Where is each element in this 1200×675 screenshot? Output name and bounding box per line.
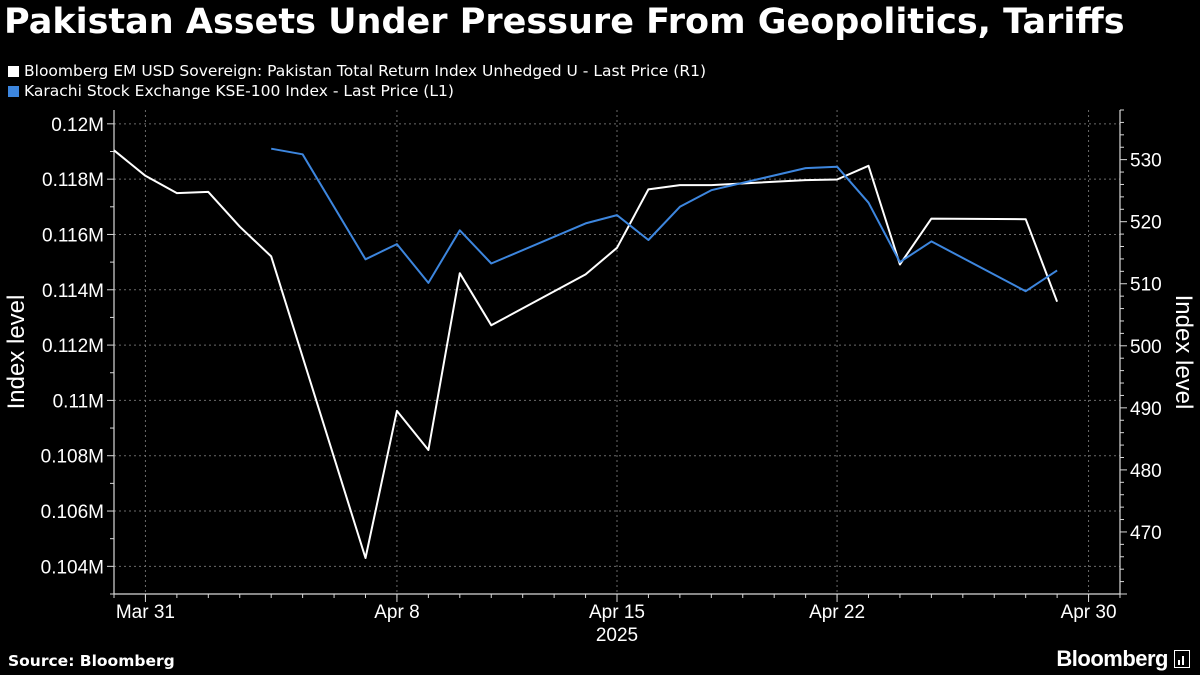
series-line-sovereign <box>113 149 1059 559</box>
legend-swatch-blue <box>8 85 19 97</box>
legend: Bloomberg EM USD Sovereign: Pakistan Tot… <box>8 61 706 101</box>
left-tick-label: 0.114M <box>42 281 104 302</box>
x-tick-label: Mar 31 <box>116 602 175 623</box>
right-tick-label: 470 <box>1130 523 1162 544</box>
x-tick-label: Apr 22 <box>809 602 865 623</box>
brand-wordmark: Bloomberg <box>1056 646 1168 671</box>
left-tick-label: 0.118M <box>42 170 104 191</box>
series-line-kse100 <box>271 147 1058 293</box>
left-tick-label: 0.11M <box>53 391 104 412</box>
right-tick-label: 510 <box>1130 275 1162 296</box>
source-note: Source: Bloomberg <box>8 652 175 670</box>
bloomberg-terminal-icon <box>1174 650 1190 668</box>
legend-item-sovereign: Bloomberg EM USD Sovereign: Pakistan Tot… <box>8 61 706 81</box>
left-tick-label: 0.106M <box>41 502 104 523</box>
left-axis-title: Index level <box>3 295 30 410</box>
left-tick-label: 0.108M <box>41 447 104 468</box>
right-tick-label: 480 <box>1130 461 1162 482</box>
right-tick-label: 530 <box>1130 151 1162 172</box>
brand-logo: Bloomberg <box>1056 646 1190 672</box>
right-tick-label: 520 <box>1130 213 1162 234</box>
left-tick-label: 0.116M <box>42 225 104 246</box>
left-tick-label: 0.12M <box>51 115 104 136</box>
left-tick-label: 0.112M <box>42 336 104 357</box>
chart-title: Pakistan Assets Under Pressure From Geop… <box>4 2 1125 42</box>
right-tick-label: 490 <box>1130 399 1162 420</box>
legend-swatch-white <box>8 65 19 77</box>
x-tick-label: Apr 30 <box>1061 602 1117 623</box>
right-tick-label: 500 <box>1130 337 1162 358</box>
legend-label-kse100: Karachi Stock Exchange KSE-100 Index - L… <box>24 82 454 100</box>
x-tick-label: Apr 8 <box>374 602 419 623</box>
x-year-label: 2025 <box>596 625 638 646</box>
left-tick-label: 0.104M <box>41 557 104 578</box>
x-tick-label: Apr 15 <box>589 602 645 623</box>
right-axis-title: Index level <box>1170 295 1197 410</box>
legend-item-kse100: Karachi Stock Exchange KSE-100 Index - L… <box>8 81 706 101</box>
legend-label-sovereign: Bloomberg EM USD Sovereign: Pakistan Tot… <box>24 62 706 80</box>
